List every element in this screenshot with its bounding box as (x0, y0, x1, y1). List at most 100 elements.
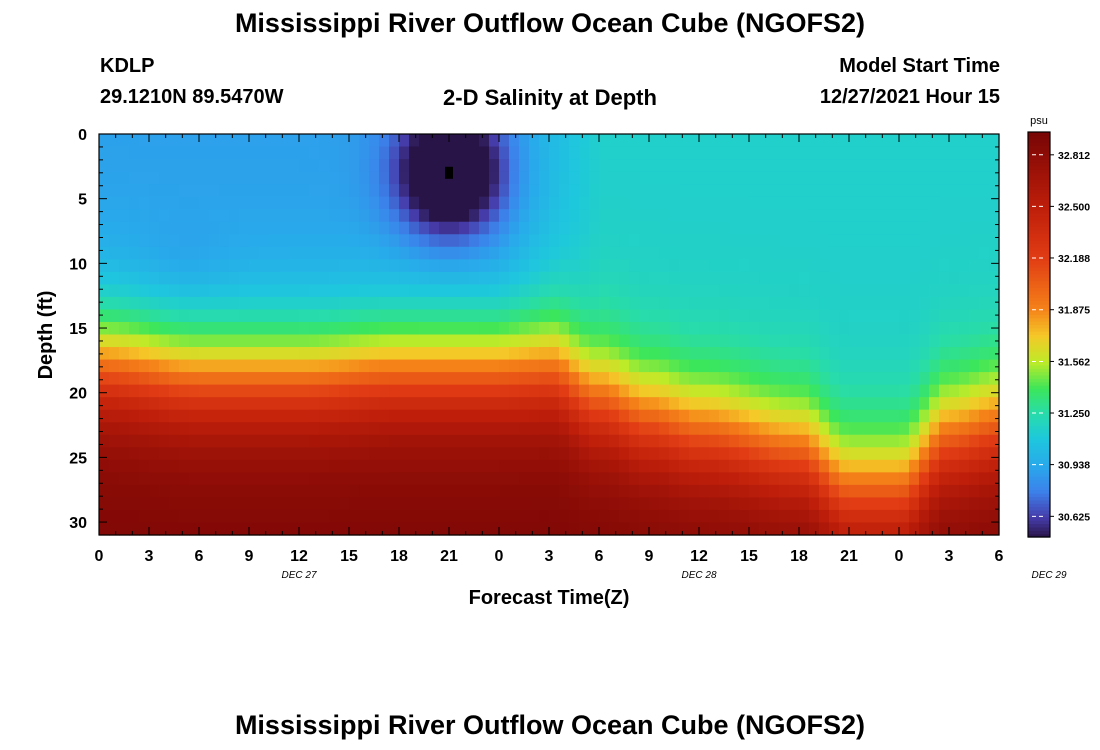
heatmap-cell (369, 296, 380, 311)
heatmap-cell (569, 284, 580, 298)
heatmap-cell (709, 209, 720, 223)
heatmap-cell (209, 522, 220, 536)
heatmap-cell (179, 497, 190, 511)
heatmap-cell (339, 347, 350, 361)
colorbar-segment (1028, 412, 1050, 417)
heatmap-cell (529, 422, 540, 436)
heatmap-cell (839, 472, 850, 486)
heatmap-cell (149, 284, 160, 298)
heatmap-cell (769, 296, 780, 311)
heatmap-cell (459, 472, 470, 486)
heatmap-cell (309, 422, 320, 436)
heatmap-cell (369, 271, 380, 285)
heatmap-cell (339, 372, 350, 386)
heatmap-cell (959, 509, 970, 524)
heatmap-cell (669, 221, 680, 235)
heatmap-cell (379, 384, 390, 398)
heatmap-cell (959, 221, 970, 235)
heatmap-cell (419, 221, 430, 235)
heatmap-cell (569, 159, 580, 173)
heatmap-cell (549, 284, 560, 298)
heatmap-cell (309, 146, 320, 160)
heatmap-cell (329, 359, 340, 373)
heatmap-cell (549, 184, 560, 198)
heatmap-cell (659, 334, 670, 348)
heatmap-cell (659, 171, 670, 185)
heatmap-cell (829, 397, 840, 411)
heatmap-cell (619, 422, 630, 436)
heatmap-cell (849, 184, 860, 198)
heatmap-cell (509, 509, 520, 524)
heatmap-cell (969, 434, 980, 448)
heatmap-cell (129, 334, 140, 348)
heatmap-cell (729, 359, 740, 373)
heatmap-cell (769, 209, 780, 223)
heatmap-cell (609, 472, 620, 486)
heatmap-cell (429, 159, 440, 173)
colorbar-segment (1028, 415, 1050, 420)
heatmap-cell (549, 234, 560, 248)
heatmap-cell (489, 246, 500, 260)
heatmap-cell (739, 246, 750, 260)
colorbar-segment (1028, 452, 1050, 457)
heatmap-cell (159, 384, 170, 398)
heatmap-cell (589, 246, 600, 260)
heatmap-cell (349, 284, 360, 298)
heatmap-cell (419, 184, 430, 198)
heatmap-cell (729, 309, 740, 323)
heatmap-cell (759, 321, 770, 336)
heatmap-cell (479, 347, 490, 361)
heatmap-cell (759, 234, 770, 248)
heatmap-cell (559, 221, 570, 235)
heatmap-cell (419, 159, 430, 173)
heatmap-cell (579, 146, 590, 160)
heatmap-cell (499, 422, 510, 436)
heatmap-cell (259, 234, 270, 248)
heatmap-cell (599, 447, 610, 461)
x-tick-label: 15 (740, 548, 758, 565)
heatmap-cell (249, 384, 260, 398)
heatmap-cell (839, 234, 850, 248)
heatmap-cell (889, 221, 900, 235)
heatmap-cell (819, 246, 830, 260)
heatmap-cell (489, 171, 500, 185)
heatmap-cell (749, 497, 760, 511)
heatmap-cell (279, 397, 290, 411)
heatmap-cell (619, 447, 630, 461)
heatmap-cell (609, 497, 620, 511)
heatmap-cell (339, 171, 350, 185)
heatmap-cell (739, 209, 750, 223)
heatmap-cell (189, 459, 200, 473)
heatmap-cell (509, 259, 520, 273)
heatmap-cell (449, 409, 460, 423)
heatmap-cell (149, 246, 160, 260)
heatmap-cell (439, 196, 450, 210)
heatmap-cell (899, 284, 910, 298)
heatmap-cell (499, 309, 510, 323)
heatmap-cell (819, 184, 830, 198)
heatmap-cell (559, 309, 570, 323)
heatmap-cell (249, 484, 260, 499)
heatmap-cell (429, 321, 440, 336)
heatmap-cell (249, 234, 260, 248)
heatmap-cell (879, 271, 890, 285)
heatmap-cell (789, 509, 800, 524)
heatmap-cell (689, 459, 700, 473)
heatmap-cell (399, 422, 410, 436)
heatmap-cell (889, 459, 900, 473)
heatmap-cell (639, 309, 650, 323)
heatmap-cell (929, 509, 940, 524)
heatmap-cell (919, 472, 930, 486)
heatmap-cell (99, 522, 110, 536)
heatmap-cell (699, 209, 710, 223)
heatmap-cell (339, 384, 350, 398)
heatmap-cell (899, 484, 910, 499)
heatmap-cell (479, 321, 490, 336)
heatmap-cell (249, 447, 260, 461)
heatmap-cell (299, 347, 310, 361)
colorbar: psu32.81232.50032.18831.87531.56231.2503… (1027, 115, 1090, 538)
heatmap-cell (649, 146, 660, 160)
heatmap-cell (229, 384, 240, 398)
heatmap-cell (189, 434, 200, 448)
heatmap-cell (859, 422, 870, 436)
